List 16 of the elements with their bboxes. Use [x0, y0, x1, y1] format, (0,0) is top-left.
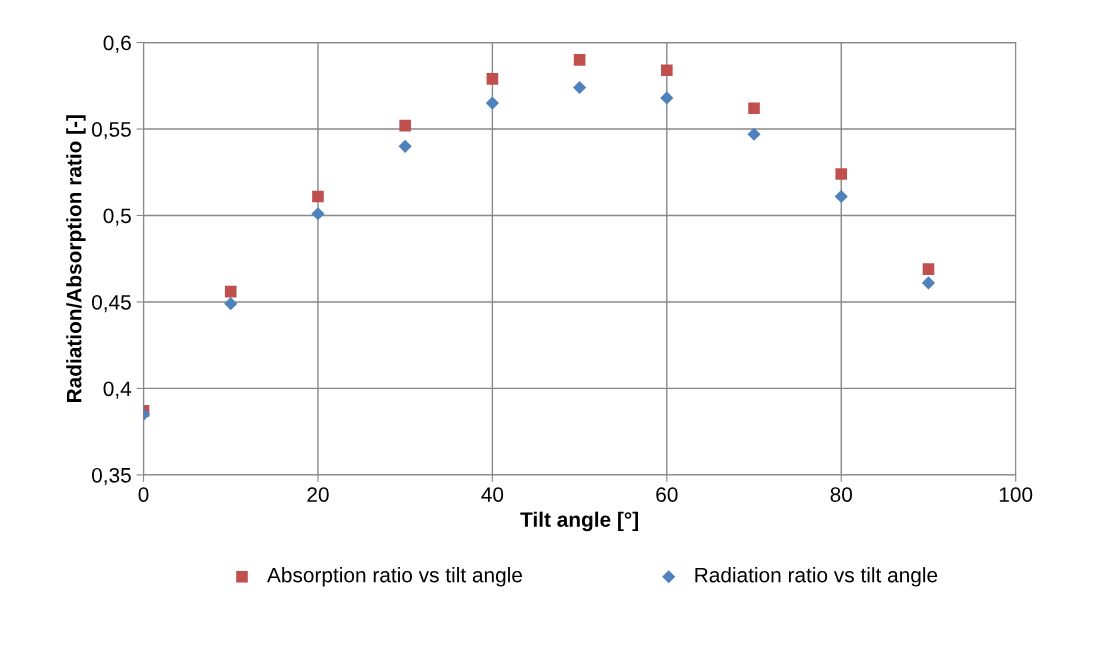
legend-label: Absorption ratio vs tilt angle: [267, 567, 522, 587]
y-axis-title: Radiation/Absorption ratio [-]: [66, 115, 86, 402]
y-tick-label: 0,55: [91, 122, 131, 140]
x-tick-label: 80: [830, 487, 853, 502]
y-tick-label: 0,4: [103, 381, 132, 399]
x-tick-label: 20: [307, 487, 329, 502]
y-tick-label: 0,5: [103, 208, 131, 226]
x-axis-title: Tilt angle [°]: [520, 511, 638, 532]
y-tick-label: 0,45: [91, 294, 131, 313]
x-tick-label: 100: [999, 487, 1033, 502]
x-tick-label: 60: [656, 487, 678, 502]
x-tick-label: 40: [481, 487, 504, 502]
y-tick-label: 0,35: [91, 467, 131, 486]
y-tick-label: 0,6: [103, 35, 131, 53]
legend-label: Radiation ratio vs tilt angle: [695, 567, 938, 587]
x-tick-label: 0: [138, 487, 149, 502]
